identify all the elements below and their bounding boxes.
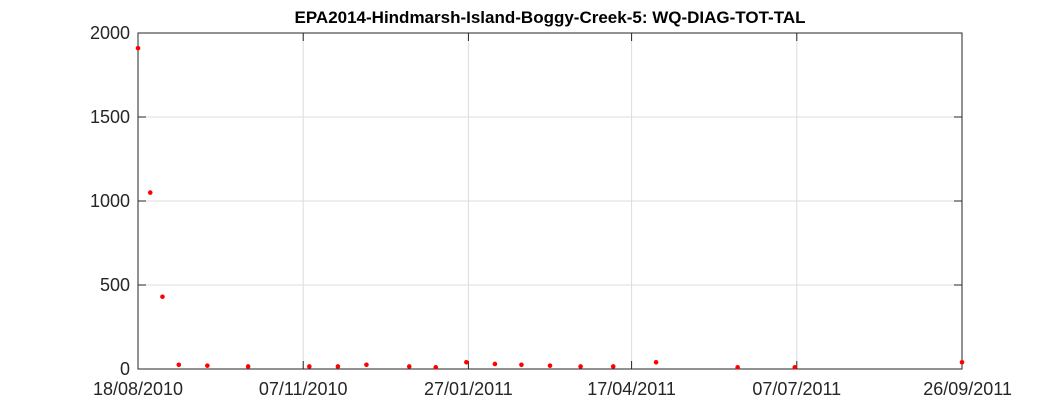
y-tick-label: 500 [100,275,130,295]
chart-title: EPA2014-Hindmarsh-Island-Boggy-Creek-5: … [295,8,806,27]
data-point [364,362,369,368]
axis-ticks [137,32,963,370]
x-tick-label: 26/09/2011 [923,379,1012,399]
y-axis-tick-labels: 0 500 1000 1500 2000 [90,23,130,379]
data-point [464,359,469,365]
data-point [519,362,524,368]
data-point [610,364,616,369]
y-tick-label: 0 [120,359,130,379]
data-point [959,359,965,365]
y-tick-label: 1500 [90,107,130,127]
x-tick-label: 18/08/2010 [93,379,183,399]
x-tick-label: 17/04/2011 [587,379,676,399]
data-point [433,365,439,370]
data-point [578,364,583,369]
data-points [135,45,965,370]
data-point [735,365,740,370]
data-point [176,362,182,368]
data-point [245,364,251,369]
x-tick-label: 27/01/2011 [424,379,513,399]
x-tick-label: 07/11/2010 [259,379,348,399]
data-point [492,361,498,367]
data-point [547,363,553,368]
data-point [135,45,141,51]
data-point [406,364,412,369]
data-point [205,363,210,368]
data-point [335,364,341,369]
data-point [792,365,798,370]
y-tick-label: 1000 [90,191,130,211]
data-point [653,359,659,365]
data-point [307,364,312,369]
x-tick-label: 07/07/2011 [752,379,841,399]
grid-lines [138,33,962,369]
data-point [160,294,165,300]
y-tick-label: 2000 [90,23,130,43]
data-point [147,190,153,195]
x-axis-tick-labels: 18/08/2010 07/11/2010 27/01/2011 17/04/2011… [93,379,1012,399]
